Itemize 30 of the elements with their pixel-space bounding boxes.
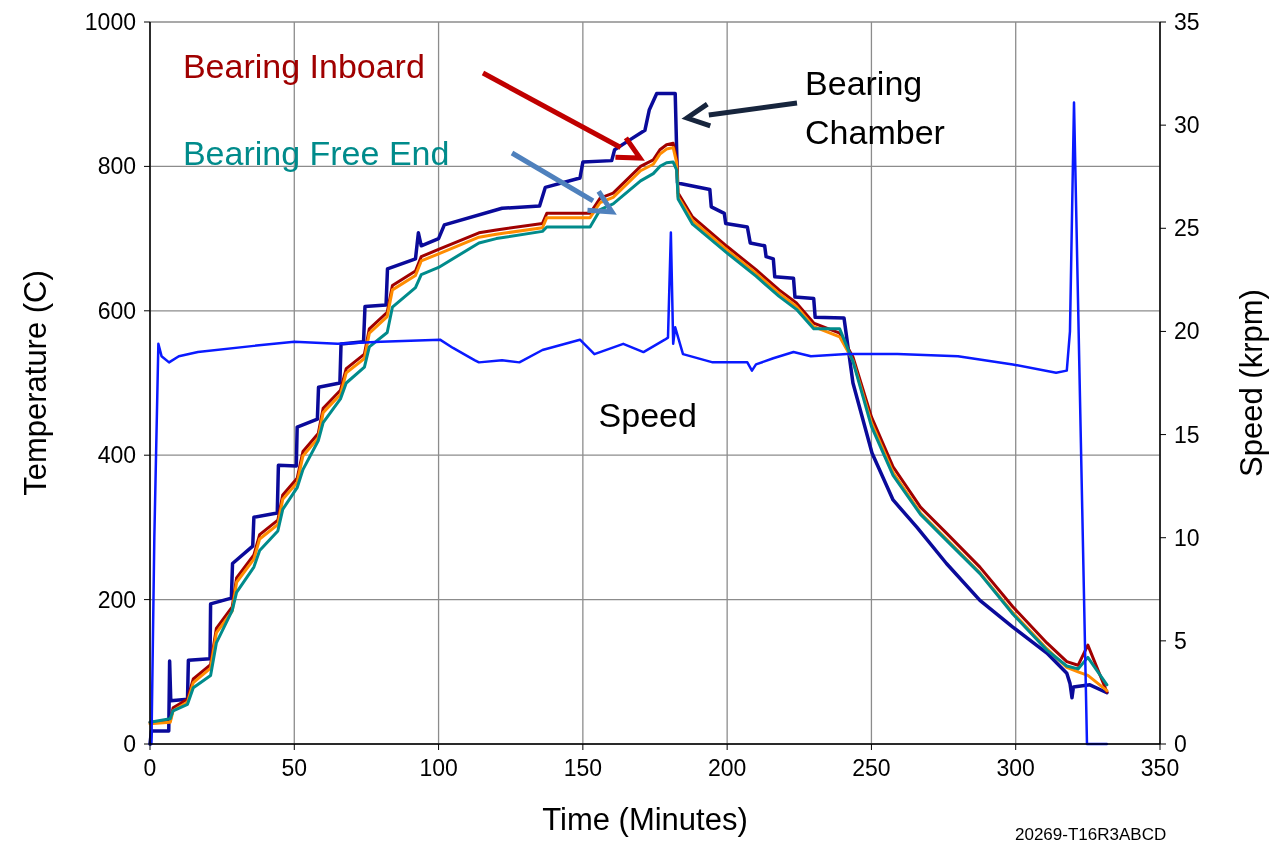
y2-tick-label: 35	[1174, 9, 1200, 35]
y2-tick-label: 15	[1174, 421, 1200, 448]
y-tick-label: 200	[97, 586, 136, 613]
x-tick-label: 350	[1140, 755, 1180, 781]
x-tick-label: 200	[707, 755, 747, 781]
y2-tick-label: 5	[1174, 627, 1187, 654]
y2-tick-label: 0	[1174, 731, 1187, 757]
series-label: Speed	[598, 396, 697, 435]
y-tick-label: 400	[97, 442, 136, 469]
x-tick-label: 0	[143, 755, 157, 781]
y-tick-label: 0	[123, 731, 136, 757]
text: Bearing Inboard	[182, 47, 425, 86]
text: 20269-T16R3ABCD	[1015, 825, 1167, 844]
y-tick-label: 1000	[84, 9, 136, 35]
x-axis-title: Time (Minutes)	[542, 802, 748, 837]
y2-tick-label: 25	[1174, 215, 1200, 242]
y-tick-label: 800	[97, 153, 136, 180]
y2-tick-label: 20	[1174, 318, 1200, 345]
text: Bearing Free End	[182, 133, 450, 172]
y-axis-title: Temperature (C)	[18, 270, 53, 496]
y2-axis-title: Speed (krpm)	[1234, 289, 1269, 477]
y-tick-label: 600	[97, 297, 136, 324]
y2-tick-label: 10	[1174, 524, 1200, 551]
x-tick-label: 50	[281, 755, 308, 781]
text: Bearing Chamber	[805, 63, 945, 152]
x-tick-label: 100	[419, 755, 458, 781]
y2-tick-label: 30	[1174, 112, 1200, 139]
x-tick-label: 150	[563, 755, 603, 781]
x-tick-label: 250	[852, 755, 891, 781]
x-tick-label: 300	[996, 755, 1035, 781]
